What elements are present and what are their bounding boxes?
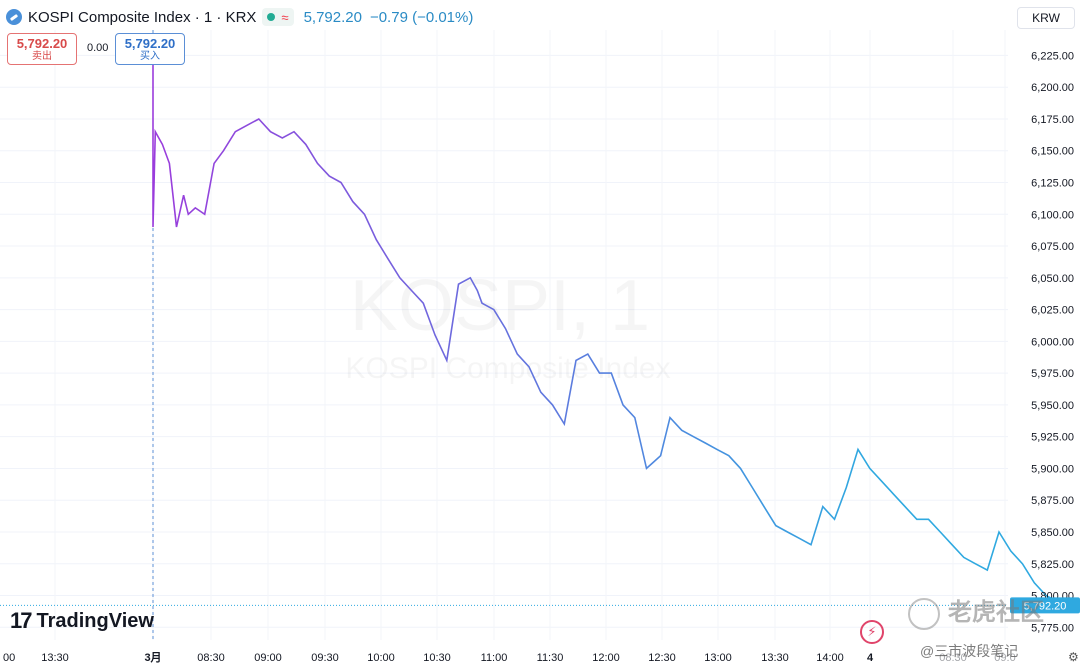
index-icon [6,9,22,25]
time-axis[interactable]: 00 13:30 3月 08:30 09:00 09:30 10:00 10:30 11:00 1… [3,651,1016,664]
tradingview-mark-icon: 17 [10,608,33,633]
market-status-icon [267,13,276,21]
y-tick-label: 5,975.00 [1031,368,1074,380]
x-tick-label: 3月 [144,651,161,664]
x-tick-label: 12:00 [592,652,620,664]
sell-price: 5,792.20 [16,36,68,51]
x-tick-label: 11:30 [537,652,564,664]
tradingview-wordmark: TradingView [36,609,154,632]
x-tick-label: 4 [867,652,874,664]
gear-icon[interactable]: ⚙ [1068,650,1079,664]
y-tick-label: 6,000.00 [1031,336,1074,348]
grid-lines [0,30,1008,640]
x-tick-label: 10:00 [367,652,395,664]
y-tick-label: 5,875.00 [1031,495,1074,507]
x-tick-label: 14:00 [816,652,844,664]
author-watermark: @三市波段笔记 [920,641,1019,661]
last-price: 5,792.20 [303,8,362,26]
y-tick-label: 6,100.00 [1031,209,1074,221]
x-tick-label: 12:30 [648,652,676,664]
sell-button[interactable]: 5,792.20 卖出 [7,33,77,65]
y-tick-label: 6,175.00 [1031,114,1074,126]
symbol-title[interactable]: KOSPI Composite Index · 1 · KRX [28,8,257,26]
watermark-description: KOSPI Composite Index [345,352,670,385]
currency-selector[interactable]: KRW [1017,7,1075,29]
y-tick-label: 6,075.00 [1031,241,1074,253]
community-logo-icon [908,597,940,630]
price-change: −0.79 (−0.01%) [369,8,474,26]
buy-label: 买入 [140,51,160,62]
price-tag: 5,792.20 [1010,597,1080,614]
y-tick-label: 5,900.00 [1031,463,1074,475]
y-tick-label: 6,025.00 [1031,305,1074,317]
y-tick-label: 6,150.00 [1031,146,1074,158]
spread-value: 0.00 [87,42,109,54]
community-watermark: 老虎社区 [908,592,1044,630]
price-series-line [152,36,1070,607]
x-tick-label: 09:00 [254,652,282,664]
tradingview-logo[interactable]: 17 TradingView [10,608,154,634]
buy-price: 5,792.20 [124,36,176,51]
x-tick-label: 13:30 [761,652,789,664]
y-tick-label: 6,125.00 [1031,178,1074,190]
buy-button[interactable]: 5,792.20 买入 [115,33,185,65]
x-tick-label: 08:30 [197,652,225,664]
x-tick-label: 13:30 [41,652,69,664]
x-tick-label: 10:30 [423,652,451,664]
price-tag-text: 5,792.20 [1024,600,1067,612]
y-tick-label: 6,050.00 [1031,273,1074,285]
lightning-icon[interactable]: ⚡ [860,620,884,644]
y-tick-label: 5,775.00 [1031,622,1074,634]
y-tick-label: 5,925.00 [1031,432,1074,444]
status-pill[interactable]: ≈ [262,8,294,26]
y-tick-label: 5,850.00 [1031,527,1074,539]
x-tick-label: 13:00 [704,652,732,664]
watermark-symbol: KOSPI, 1 [350,266,650,346]
legend-header[interactable]: KOSPI Composite Index · 1 · KRX ≈ 5,792.… [6,6,473,28]
approx-icon: ≈ [281,9,289,25]
sell-label: 卖出 [32,51,52,62]
price-axis[interactable]: 6,225.00 6,200.00 6,175.00 6,150.00 6,125.00… [1031,50,1074,634]
y-tick-label: 5,825.00 [1031,559,1074,571]
y-tick-label: 6,225.00 [1031,50,1074,62]
y-tick-label: 6,200.00 [1031,82,1074,94]
x-tick-label: 09:30 [311,652,339,664]
y-tick-label: 5,950.00 [1031,400,1074,412]
x-tick-label: 11:00 [481,652,508,664]
x-tick-label: 00 [3,652,15,664]
